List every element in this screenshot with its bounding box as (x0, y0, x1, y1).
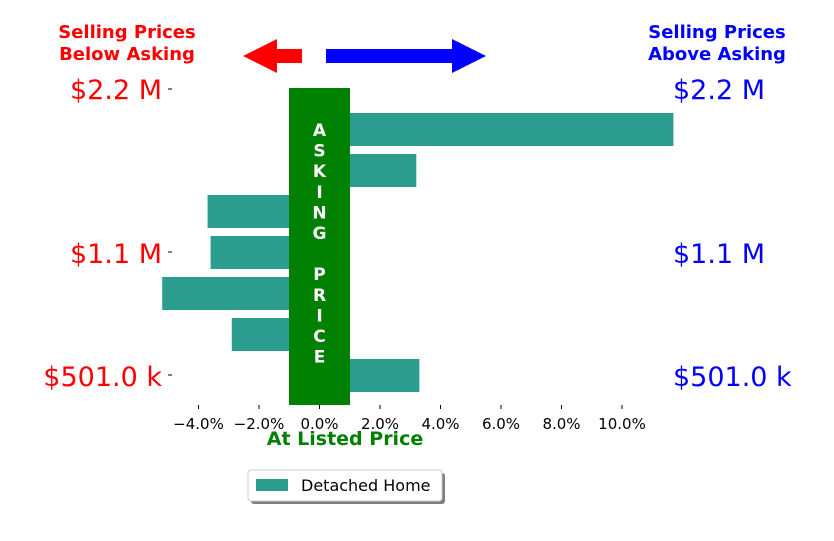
bar-3 (207, 195, 290, 228)
asking-letter-11: C (313, 327, 325, 347)
asking-letter-9: R (313, 286, 326, 306)
left-arrow-icon (243, 39, 302, 73)
asking-letter-6: G (313, 224, 327, 244)
asking-letter-3: K (313, 162, 327, 182)
asking-letter-5: N (312, 203, 326, 223)
x-axis-label: At Listed Price (267, 428, 423, 450)
left-price-label-mid: $1.1 M (70, 239, 162, 270)
left-price-label-bottom: $501.0 k (43, 362, 162, 393)
x-tick-label-6: 6.0% (482, 415, 520, 433)
asking-letter-8: P (313, 265, 325, 285)
x-tick-label-1: −4.0% (173, 415, 224, 433)
x-tick-label-3: 0.0% (300, 415, 338, 433)
right-price-label-mid: $1.1 M (673, 239, 765, 270)
bar-4 (210, 236, 290, 269)
legend-swatch (256, 479, 288, 491)
below-asking-header-line1: Selling Prices (58, 22, 195, 43)
bar-7 (349, 359, 420, 392)
x-tick-label-2: −2.0% (234, 415, 285, 433)
bar-2 (349, 154, 417, 187)
legend: Detached Home (247, 469, 445, 504)
below-asking-header-line2: Below Asking (59, 44, 195, 65)
x-tick-label-8: 10.0% (598, 415, 646, 433)
x-axis: −4.0% −2.0% 0.0% 2.0% 4.0% 6.0% 8.0% 10.0% (173, 405, 646, 433)
bar-1 (349, 113, 674, 146)
x-tick-label-7: 8.0% (542, 415, 580, 433)
right-arrow-icon (326, 39, 486, 73)
above-asking-header-line1: Selling Prices (648, 22, 785, 43)
right-price-label-top: $2.2 M (673, 75, 765, 106)
asking-letter-1: A (313, 121, 327, 141)
asking-letter-10: I (316, 306, 322, 326)
legend-box (247, 469, 443, 502)
asking-letter-4: I (316, 183, 322, 203)
x-tick-label-4: 2.0% (361, 415, 399, 433)
bar-6 (231, 318, 290, 351)
bar-5 (162, 277, 290, 310)
asking-letter-12: E (314, 348, 326, 368)
right-price-label-bottom: $501.0 k (673, 362, 792, 393)
asking-letter-2: S (313, 142, 325, 162)
bar-group (162, 113, 674, 392)
asking-price-band (289, 88, 350, 405)
above-asking-header-line2: Above Asking (648, 44, 786, 65)
left-price-label-top: $2.2 M (70, 75, 162, 106)
x-tick-label-5: 4.0% (421, 415, 459, 433)
legend-label: Detached Home (301, 476, 431, 495)
